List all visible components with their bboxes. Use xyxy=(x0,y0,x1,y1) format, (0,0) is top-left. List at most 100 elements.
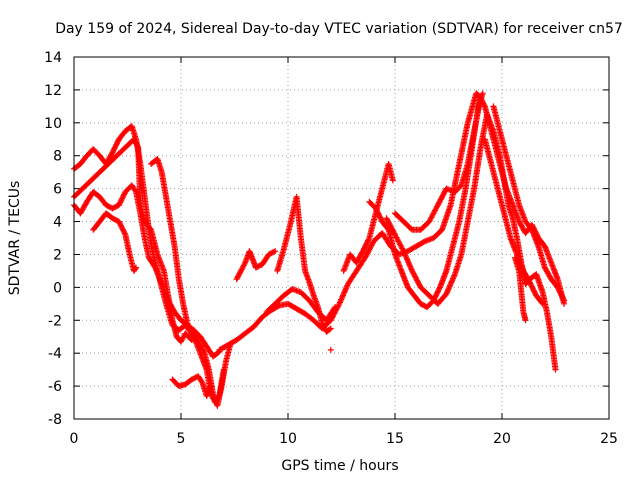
data-point xyxy=(363,241,370,248)
data-point xyxy=(112,142,119,149)
series-track-f xyxy=(169,373,214,399)
data-points xyxy=(71,90,568,409)
data-point xyxy=(272,248,279,255)
data-point xyxy=(114,140,121,147)
data-point xyxy=(434,289,441,296)
data-point xyxy=(121,229,128,236)
data-point xyxy=(132,265,139,272)
y-tick-label: -8 xyxy=(48,412,62,428)
data-point xyxy=(110,148,117,155)
data-point xyxy=(117,221,124,228)
data-point xyxy=(359,248,366,255)
data-point xyxy=(187,327,194,334)
y-axis-label: SDTVAR / TECUs xyxy=(7,181,23,296)
data-point xyxy=(133,264,140,271)
data-point xyxy=(361,245,368,252)
data-point xyxy=(365,236,372,243)
y-tick-label: -2 xyxy=(48,313,62,329)
data-point xyxy=(331,305,338,312)
series-track-r xyxy=(511,254,529,324)
y-tick-label: 2 xyxy=(53,247,62,263)
data-point xyxy=(119,226,126,233)
data-point xyxy=(119,225,126,232)
data-point xyxy=(399,246,406,253)
data-point xyxy=(327,325,334,332)
data-point xyxy=(372,205,379,212)
y-tick-label: 8 xyxy=(53,149,62,165)
data-point xyxy=(115,218,122,225)
y-tick-label: 14 xyxy=(44,50,62,66)
data-point xyxy=(111,145,118,152)
series-track-e xyxy=(90,210,140,274)
data-point xyxy=(479,90,486,97)
data-point xyxy=(389,177,396,184)
data-point xyxy=(189,331,196,338)
data-point xyxy=(332,304,339,311)
data-point xyxy=(270,248,277,255)
data-point xyxy=(362,242,369,249)
data-point xyxy=(384,225,391,232)
data-point xyxy=(377,214,384,221)
data-point xyxy=(360,246,367,253)
x-tick-label: 20 xyxy=(493,431,511,447)
data-point xyxy=(365,237,372,244)
data-point xyxy=(364,238,371,245)
data-point xyxy=(374,209,381,216)
data-point xyxy=(374,208,381,215)
data-point xyxy=(361,244,368,251)
data-point xyxy=(435,286,442,293)
series-track-p xyxy=(484,111,559,373)
data-point xyxy=(185,323,192,330)
series-track-k xyxy=(327,346,334,353)
y-tick-label: -6 xyxy=(48,379,62,395)
series-track-c xyxy=(71,136,202,345)
chart-title: Day 159 of 2024, Sidereal Day-to-day VTE… xyxy=(55,21,623,37)
data-point xyxy=(436,285,443,292)
data-point xyxy=(185,321,192,328)
data-point xyxy=(151,263,158,270)
y-tick-label: 4 xyxy=(53,215,62,231)
data-point xyxy=(375,210,382,217)
series-track-b xyxy=(71,182,223,360)
data-point xyxy=(373,206,380,213)
data-point xyxy=(121,230,128,237)
data-point xyxy=(112,144,119,151)
x-tick-label: 5 xyxy=(177,431,186,447)
data-point xyxy=(116,200,123,207)
data-point xyxy=(121,191,128,198)
data-point xyxy=(113,141,120,148)
data-point xyxy=(433,292,440,299)
data-point xyxy=(376,213,383,220)
y-tick-label: 6 xyxy=(53,182,62,198)
data-point xyxy=(335,302,342,309)
series-track-d xyxy=(148,156,227,406)
data-point xyxy=(118,223,125,230)
data-point xyxy=(117,222,124,229)
x-tick-label: 0 xyxy=(70,431,79,447)
data-point xyxy=(117,199,124,206)
data-point xyxy=(119,195,126,202)
data-point xyxy=(116,219,123,226)
data-point xyxy=(190,332,197,339)
data-point xyxy=(375,211,382,218)
y-tick-label: -4 xyxy=(48,346,62,362)
y-tick-labels: -8 -6 -4 -2 0 2 4 6 8 10 12 14 xyxy=(44,50,62,428)
data-point xyxy=(435,288,442,295)
data-point xyxy=(215,392,222,399)
data-point xyxy=(198,378,205,385)
data-point xyxy=(117,198,124,205)
data-point xyxy=(327,346,334,353)
data-point xyxy=(119,194,126,201)
data-point xyxy=(363,240,370,247)
data-point xyxy=(115,202,122,209)
data-point xyxy=(522,317,529,324)
data-point xyxy=(241,261,248,268)
data-point xyxy=(110,146,117,153)
series-track-n xyxy=(383,111,491,307)
data-point xyxy=(114,138,121,145)
x-tick-label: 15 xyxy=(386,431,404,447)
data-point xyxy=(420,238,427,245)
data-point xyxy=(377,215,384,222)
data-point xyxy=(186,325,193,332)
